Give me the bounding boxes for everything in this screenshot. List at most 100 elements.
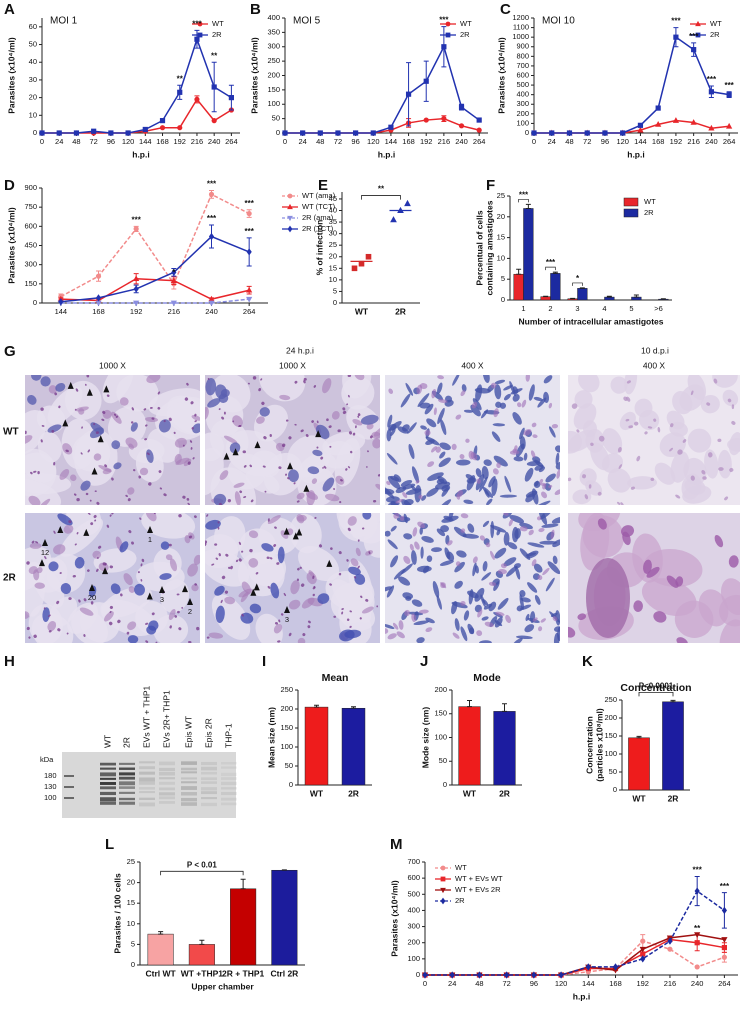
y-tick-label: 35 bbox=[329, 217, 337, 226]
cell bbox=[25, 430, 27, 435]
cell bbox=[568, 626, 576, 638]
cell bbox=[160, 541, 170, 550]
cell bbox=[419, 609, 429, 614]
cell bbox=[690, 390, 694, 396]
chart-title: Concentration bbox=[620, 682, 691, 694]
cell bbox=[588, 484, 592, 489]
cell bbox=[194, 413, 197, 417]
marker bbox=[95, 294, 102, 302]
blot-band bbox=[139, 797, 155, 800]
blot-band bbox=[201, 787, 217, 791]
x-tick-label: 216 bbox=[168, 307, 181, 316]
cell bbox=[479, 535, 486, 541]
series-line bbox=[60, 277, 250, 302]
cell bbox=[503, 393, 511, 401]
cell bbox=[93, 514, 97, 518]
cell bbox=[149, 407, 153, 409]
series-line bbox=[42, 36, 232, 134]
blot-band bbox=[100, 762, 116, 766]
cell bbox=[395, 498, 404, 504]
cell bbox=[437, 476, 448, 485]
cell bbox=[273, 623, 283, 634]
cell bbox=[459, 454, 465, 460]
cell bbox=[97, 545, 102, 549]
cell bbox=[405, 382, 414, 396]
marker bbox=[667, 937, 673, 945]
cell bbox=[247, 382, 250, 385]
cell bbox=[93, 423, 96, 426]
arrowhead bbox=[83, 528, 90, 536]
marker bbox=[246, 210, 252, 217]
marker bbox=[95, 300, 102, 307]
y-tick-label: 400 bbox=[267, 13, 280, 22]
cell bbox=[489, 550, 495, 560]
blot-band bbox=[119, 776, 135, 780]
marker bbox=[95, 273, 102, 279]
cell bbox=[75, 388, 79, 392]
x-axis-label: Number of intracellular amastigotes bbox=[518, 316, 663, 326]
x-tick-label: 216 bbox=[191, 137, 204, 146]
cell bbox=[58, 405, 61, 409]
marker bbox=[440, 897, 446, 905]
cell bbox=[214, 585, 225, 596]
x-axis-label: h.p.i bbox=[573, 991, 590, 1001]
cell bbox=[249, 603, 262, 614]
blot-band bbox=[201, 766, 217, 771]
y-tick-label: 25 bbox=[329, 240, 337, 249]
cell bbox=[47, 620, 57, 632]
cell bbox=[192, 423, 200, 434]
cell bbox=[446, 551, 455, 562]
marker bbox=[476, 127, 482, 133]
blot-band bbox=[119, 772, 135, 776]
cell bbox=[542, 483, 547, 490]
cell bbox=[400, 479, 413, 487]
x-tick-label: 192 bbox=[130, 307, 143, 316]
cell bbox=[630, 486, 636, 490]
marker bbox=[133, 300, 140, 307]
cell bbox=[79, 607, 94, 616]
cell bbox=[650, 477, 655, 482]
cell bbox=[205, 534, 239, 569]
marker-label: 180 bbox=[44, 771, 57, 780]
blot-band bbox=[221, 761, 237, 765]
cell bbox=[545, 577, 555, 592]
cell bbox=[74, 543, 77, 546]
cell bbox=[85, 492, 89, 496]
cell bbox=[519, 522, 533, 530]
bracket bbox=[572, 282, 583, 286]
arrowhead bbox=[283, 527, 290, 535]
marker bbox=[351, 265, 358, 272]
blot-band bbox=[181, 781, 197, 784]
cell bbox=[31, 612, 74, 643]
cell bbox=[225, 553, 229, 557]
cell bbox=[729, 467, 734, 472]
cell bbox=[59, 572, 62, 575]
cell bbox=[418, 494, 423, 500]
cell bbox=[552, 539, 560, 548]
cell bbox=[731, 404, 735, 410]
cell bbox=[84, 383, 87, 386]
y-tick-label: 50 bbox=[285, 761, 293, 770]
blot-band bbox=[159, 761, 175, 766]
marker bbox=[726, 92, 732, 98]
cell bbox=[675, 576, 684, 587]
marker bbox=[440, 887, 446, 894]
cell bbox=[361, 606, 374, 614]
marker bbox=[694, 964, 700, 970]
cell bbox=[508, 518, 514, 527]
cell bbox=[551, 516, 560, 524]
y-tick-label: 50 bbox=[609, 767, 617, 776]
x-tick-label: 192 bbox=[420, 137, 433, 146]
micrograph bbox=[205, 513, 380, 643]
panel-letter: L bbox=[105, 836, 114, 853]
cell bbox=[81, 426, 83, 429]
cell bbox=[347, 375, 352, 378]
cell bbox=[267, 518, 270, 522]
cell bbox=[492, 423, 506, 427]
lane-label: WT bbox=[102, 735, 112, 748]
cell bbox=[338, 551, 342, 555]
cell bbox=[305, 491, 318, 500]
panel-letter: A bbox=[4, 1, 15, 18]
cell bbox=[582, 474, 587, 479]
cell bbox=[183, 458, 192, 467]
